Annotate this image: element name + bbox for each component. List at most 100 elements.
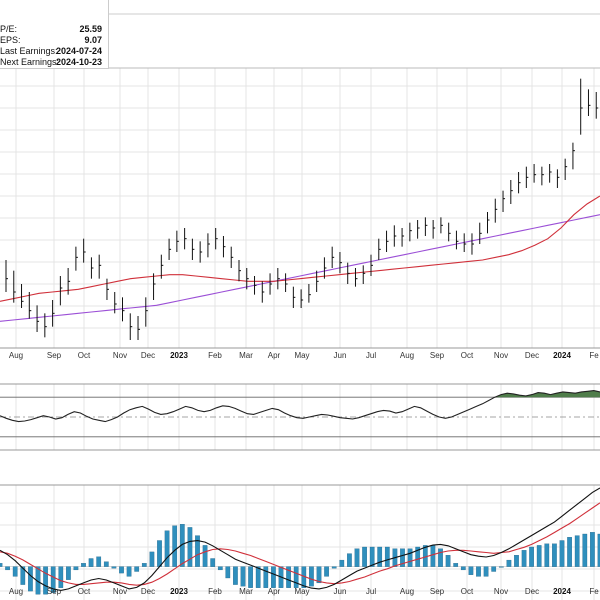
macd-histogram-bar [468,566,474,575]
macd-histogram-bar [195,535,200,567]
macd-histogram-bar [438,548,443,567]
eps-row: EPS: 9.07 [0,35,104,47]
macd-histogram-bar [369,546,375,567]
last-earnings-row: Last Earnings: 2024-07-24 [0,46,104,58]
macd-histogram-bar [552,543,557,567]
macd-histogram-bar [590,532,595,567]
x-tick-label: Nov [494,351,508,360]
macd-histogram-bar [5,566,10,571]
ma-fast-line [0,195,600,302]
x-tick-label: 2024 [553,351,571,360]
macd-histogram-bar [43,566,48,595]
x-tick-label: Feb [208,587,222,596]
x-tick-label: Aug [400,587,414,596]
pe-label: P/E: [0,24,18,34]
macd-histogram-bar [240,566,246,587]
x-tick-label: Jun [334,587,347,596]
last-earnings-label: Last Earnings: [0,46,58,56]
macd-histogram-bar [407,548,413,567]
macd-histogram-bar [483,566,489,577]
x-tick-label: Nov [494,587,508,596]
macd-histogram-bar [293,566,299,588]
macd-histogram-bar [73,566,79,571]
macd-histogram-bar [506,559,512,567]
macd-histogram-bar [96,556,102,567]
macd-histogram-bar [141,563,147,567]
x-tick-label: Jul [366,587,376,596]
x-tick-label: Jun [334,351,347,360]
macd-histogram-bar [521,550,527,567]
macd-histogram-bar [514,555,519,567]
macd-histogram-bar [81,563,86,567]
next-earnings-row: Next Earnings: 2024-10-23 [0,57,104,69]
macd-histogram-bar [157,540,162,567]
x-tick-label: Dec [141,587,155,596]
grid-lines [0,13,600,600]
macd-histogram-bar [582,533,588,567]
macd-histogram-bar [491,566,497,572]
macd-histogram-bar [347,553,352,567]
x-tick-label: Jul [366,351,376,360]
macd-histogram-bar [460,566,466,571]
x-tick-label: Dec [525,351,539,360]
macd-histogram-bar [567,537,572,567]
macd-histogram-bar [233,566,238,585]
ma-slow-line [0,214,600,322]
price-panel [0,78,600,340]
macd-histogram-bar [415,546,421,567]
x-tick-label: Oct [461,351,474,360]
macd-histogram-bar [164,530,170,567]
x-tick-label: Aug [400,351,414,360]
x-tick-label: May [294,351,309,360]
macd-histogram-bar [134,566,140,572]
x-axis-ticks: Aug Aug Sep Sep Oct Oct Nov Nov Dec Dec 2023 2023 Fe… [9,351,599,596]
macd-histogram-bar [66,566,71,580]
macd-line [0,487,600,591]
macd-histogram-bar [498,566,504,568]
x-tick-label: Aug [9,587,23,596]
macd-histogram-bar [263,566,269,588]
x-tick-label: 2023 [170,587,188,596]
macd-histogram-bar [445,555,451,567]
macd-histogram-bar [119,566,124,574]
macd-histogram-bar [172,525,178,567]
macd-histogram-bar [377,546,383,567]
macd-histogram-bar [339,559,345,567]
macd-histogram-bar [384,546,390,567]
macd-histogram-bar [12,566,18,577]
macd-histogram-bar [362,546,367,567]
macd-histogram-bar [544,543,550,567]
macd-histogram-bar [217,566,223,571]
x-tick-label: 2024 [553,587,571,596]
macd-histogram-bar [225,566,231,579]
x-tick-label: Sep [430,587,445,596]
macd-histogram-bar [316,566,322,584]
x-tick-label: Fe [589,351,599,360]
x-tick-label: 2023 [170,351,188,360]
macd-histogram-bar [88,558,94,567]
macd-histogram-bar [28,566,33,592]
x-tick-label: May [294,587,309,596]
macd-histogram-bar [476,566,481,577]
macd-histogram-bar [58,566,64,588]
macd-histogram-bar [103,561,109,567]
x-tick-label: Feb [208,351,222,360]
x-tick-label: Mar [239,351,253,360]
x-tick-label: Nov [113,587,127,596]
x-tick-label: Sep [430,351,445,360]
x-tick-label: Oct [461,587,474,596]
next-earnings-label: Next Earnings: [0,57,60,67]
x-tick-label: Oct [78,587,91,596]
macd-histogram-bar [187,527,193,567]
macd-histogram-bar [210,558,216,567]
fundamentals-box: P/E: 25.59 EPS: 9.07 Last Earnings: 2024… [0,0,109,69]
macd-signal-line [0,502,600,586]
macd-panel [0,487,600,595]
last-earnings-value: 2024-07-24 [55,46,102,56]
next-earnings-value: 2024-10-23 [55,57,102,67]
macd-histogram-bar [202,545,208,567]
macd-histogram-bar [430,545,436,567]
osc-line [0,390,600,423]
macd-histogram-bar [536,545,542,567]
